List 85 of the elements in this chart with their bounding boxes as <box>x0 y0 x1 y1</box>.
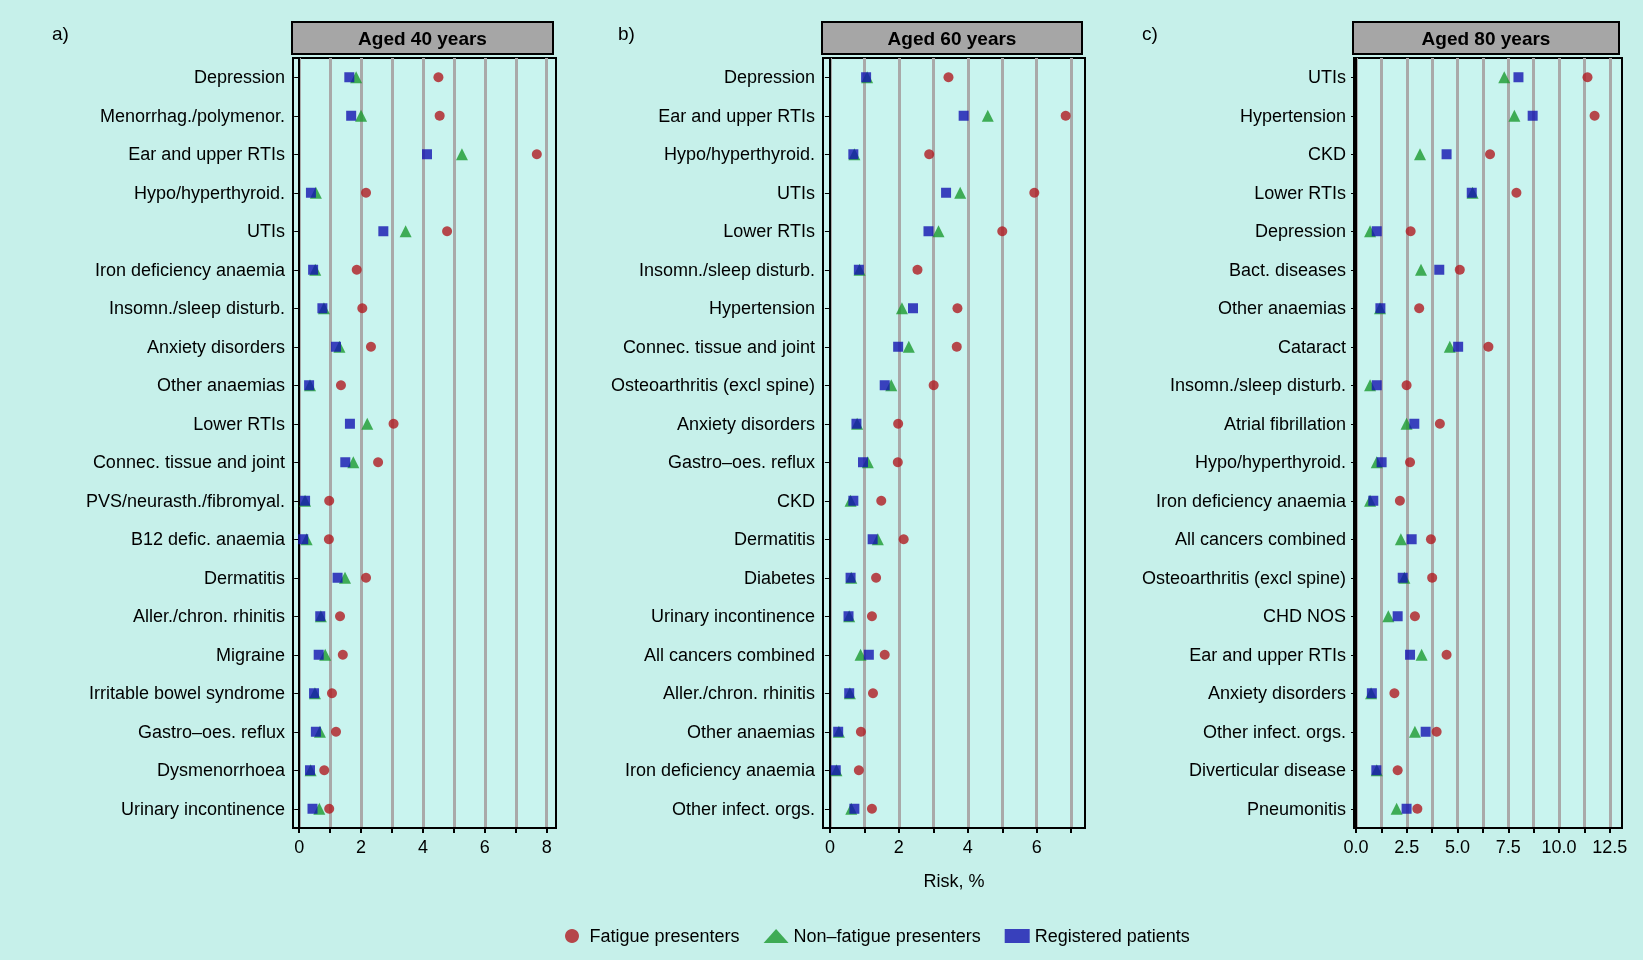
y-tick-label: All cancers combined <box>1174 529 1346 550</box>
text: c) <box>1142 23 1158 44</box>
y-tick-label: Depression <box>193 67 285 88</box>
y-tick-label: UTIs <box>1308 67 1346 88</box>
x-tick-label: 7.5 <box>1495 837 1521 857</box>
y-tick-label: Depression <box>1254 221 1346 242</box>
y-tick-label: Lower RTIs <box>193 413 285 434</box>
x-tick-label: 2 <box>356 837 367 857</box>
chart-title: Aged 80 years <box>1421 27 1551 49</box>
x-tick-label: 0.0 <box>1343 837 1369 857</box>
x-tick-label: 0 <box>824 837 835 857</box>
y-tick-label: Pneumonitis <box>1246 798 1346 819</box>
text: a) <box>52 23 69 44</box>
y-tick-label: Hypo/hyperthyroid. <box>133 182 285 203</box>
y-tick-label: Iron deficiency anaemia <box>624 760 816 781</box>
x-tick-label: 6 <box>1031 837 1042 857</box>
y-tick-label: Atrial fibrillation <box>1223 413 1346 434</box>
y-tick-label: Lower RTIs <box>1254 182 1346 203</box>
y-tick-label: Irritable bowel syndrome <box>88 683 285 704</box>
y-tick-label: Migraine <box>215 644 285 665</box>
legend-label: Non–fatigue presenters <box>793 926 981 946</box>
chart-title: Aged 40 years <box>358 27 487 49</box>
y-tick-label: Gastro–oes. reflux <box>137 721 285 742</box>
y-tick-label: Insomn./sleep disturb. <box>108 298 285 319</box>
y-tick-label: PVS/neurasth./fibromyal. <box>85 490 285 511</box>
y-tick-label: Insomn./sleep disturb. <box>1169 375 1346 396</box>
y-tick-label: Other anaemias <box>686 721 815 742</box>
y-tick-label: UTIs <box>777 182 815 203</box>
x-tick-label: 0 <box>294 837 305 857</box>
y-tick-label: Bact. diseases <box>1228 259 1346 280</box>
x-tick-label: 10.0 <box>1541 837 1577 857</box>
x-tick-label: 5.0 <box>1445 837 1471 857</box>
x-axis-title: Risk, % <box>923 871 985 891</box>
y-tick-label: Hypertension <box>708 298 815 319</box>
y-tick-label: Osteoarthritis (excl spine) <box>610 375 815 396</box>
legend-label: Fatigue presenters <box>589 926 740 946</box>
y-tick-label: Anxiety disorders <box>676 413 815 434</box>
x-tick-label: 12.5 <box>1592 837 1628 857</box>
y-tick-label: All cancers combined <box>643 644 815 665</box>
y-tick-label: Ear and upper RTIs <box>658 105 815 126</box>
x-tick-label: 8 <box>541 837 552 857</box>
y-tick-label: B12 defic. anaemia <box>130 529 286 550</box>
y-tick-label: Osteoarthritis (excl spine) <box>1141 567 1346 588</box>
y-tick-label: Other anaemias <box>156 375 285 396</box>
y-tick-label: Connec. tissue and joint <box>622 336 815 357</box>
y-tick-label: Hypertension <box>1239 105 1346 126</box>
y-tick-label: Other infect. orgs. <box>1202 721 1346 742</box>
y-tick-label: Hypo/hyperthyroid. <box>663 144 815 165</box>
y-tick-label: Anxiety disorders <box>146 336 285 357</box>
y-tick-label: Dermatitis <box>733 529 815 550</box>
y-tick-label: Anxiety disorders <box>1207 683 1346 704</box>
y-tick-label: Insomn./sleep disturb. <box>638 259 815 280</box>
y-tick-label: Aller./chron. rhinitis <box>662 683 815 704</box>
y-tick-label: Other infect. orgs. <box>671 798 815 819</box>
y-tick-label: Cataract <box>1277 336 1346 357</box>
y-tick-label: Diverticular disease <box>1188 760 1346 781</box>
y-tick-label: Ear and upper RTIs <box>1189 644 1346 665</box>
y-tick-label: Iron deficiency anaemia <box>94 259 286 280</box>
y-tick-label: CHD NOS <box>1262 606 1346 627</box>
y-tick-label: CKD <box>776 490 815 511</box>
x-tick-label: 2 <box>893 837 904 857</box>
y-tick-label: Urinary incontinence <box>650 606 815 627</box>
y-tick-label: Connec. tissue and joint <box>92 452 285 473</box>
x-tick-label: 2.5 <box>1394 837 1420 857</box>
y-tick-label: Ear and upper RTIs <box>128 144 285 165</box>
y-tick-label: Hypo/hyperthyroid. <box>1194 452 1346 473</box>
y-tick-label: Gastro–oes. reflux <box>667 452 815 473</box>
y-tick-label: Menorrhag./polymenor. <box>99 105 285 126</box>
y-tick-label: Aller./chron. rhinitis <box>132 606 285 627</box>
y-tick-label: Other anaemias <box>1217 298 1346 319</box>
chart-title: Aged 60 years <box>887 27 1017 49</box>
x-tick-label: 4 <box>962 837 973 857</box>
y-tick-label: Dermatitis <box>203 567 285 588</box>
y-tick-label: Diabetes <box>743 567 815 588</box>
y-tick-label: UTIs <box>247 221 285 242</box>
x-tick-label: 6 <box>479 837 490 857</box>
y-tick-label: Depression <box>723 67 815 88</box>
y-tick-label: Iron deficiency anaemia <box>1155 490 1347 511</box>
y-tick-label: Urinary incontinence <box>120 798 285 819</box>
text: b) <box>618 23 635 44</box>
y-tick-label: Dysmenorrhoea <box>156 760 286 781</box>
x-tick-label: 4 <box>417 837 428 857</box>
legend-label: Registered patients <box>1034 926 1190 946</box>
y-tick-label: CKD <box>1307 144 1346 165</box>
y-tick-label: Lower RTIs <box>723 221 815 242</box>
